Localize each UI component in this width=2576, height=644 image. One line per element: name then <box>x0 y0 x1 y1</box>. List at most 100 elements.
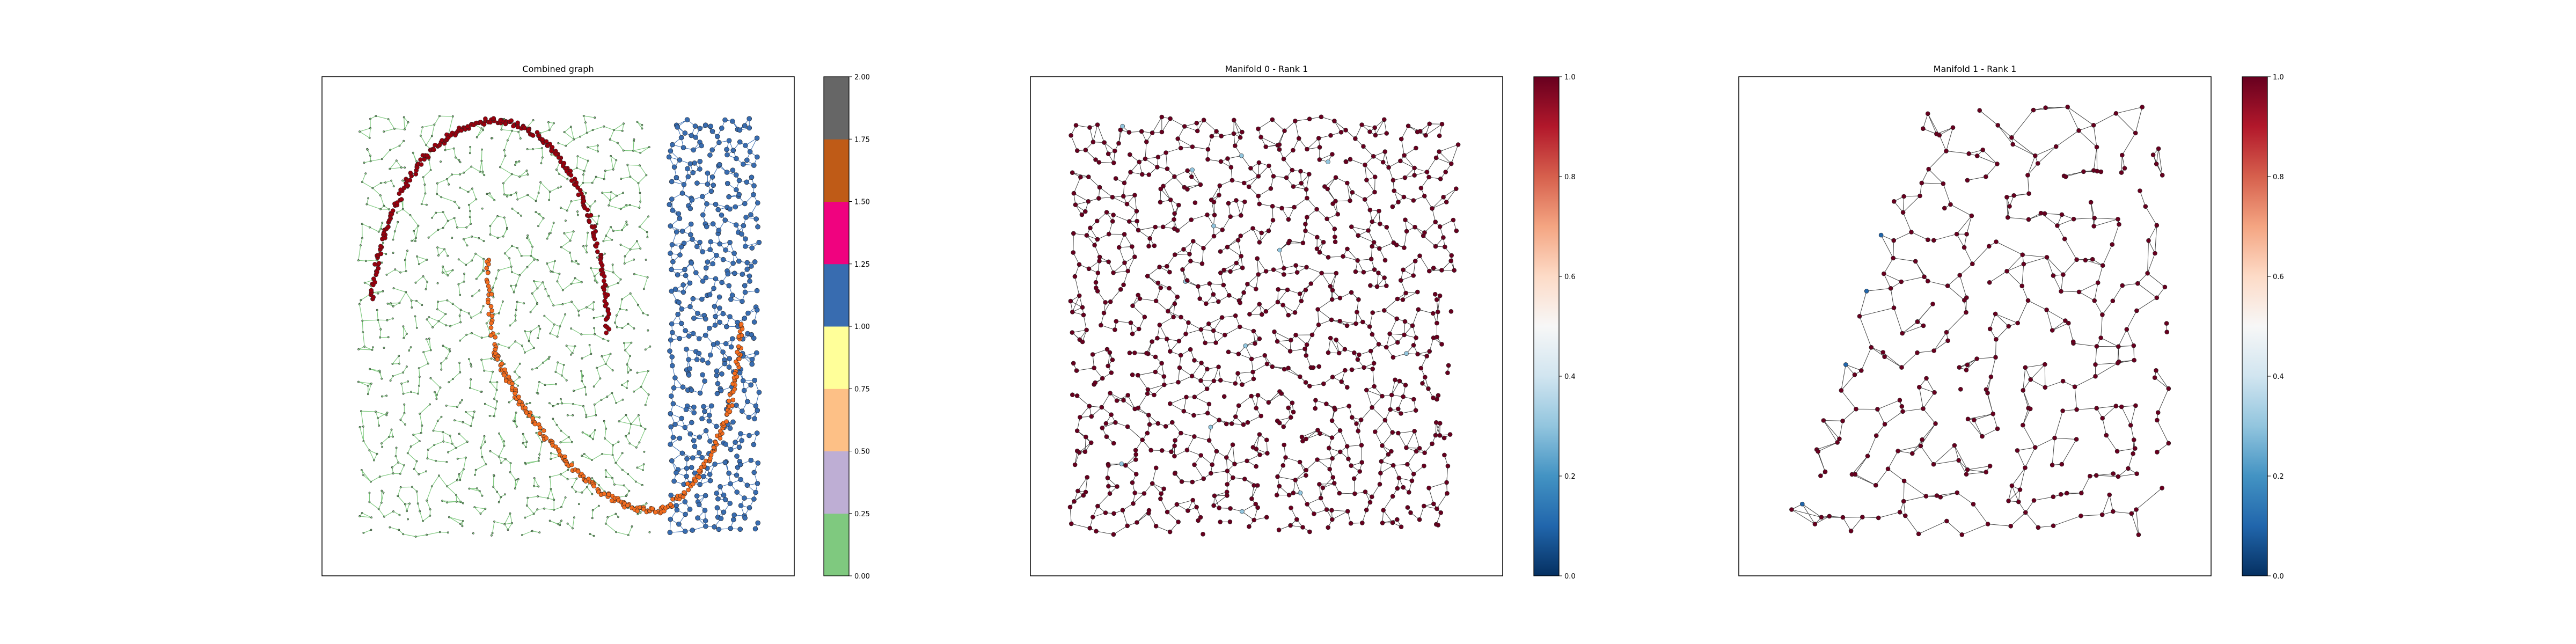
blue-node <box>712 462 718 467</box>
m0-node <box>1092 243 1097 248</box>
m0-node <box>1137 159 1142 165</box>
red-arc-node <box>602 279 606 283</box>
green-node <box>636 240 638 243</box>
m0-node <box>1086 266 1092 272</box>
red-arc-node <box>390 208 396 213</box>
green-node <box>587 159 589 162</box>
green-node <box>629 175 632 178</box>
blue-node <box>733 204 738 210</box>
m0-node <box>1284 175 1289 180</box>
m0-node <box>1437 133 1442 138</box>
blue-node <box>675 125 680 130</box>
blue-node <box>726 194 731 200</box>
axes-frame-combined <box>321 76 795 576</box>
m0-node <box>1072 499 1077 504</box>
green-node <box>458 362 461 364</box>
green-node <box>536 259 539 261</box>
m0-node <box>1125 393 1130 398</box>
m1-edge-path <box>1791 106 2169 535</box>
m1-node <box>1925 111 1930 116</box>
m0-node <box>1285 287 1290 292</box>
green-node <box>647 370 649 372</box>
green-node <box>506 139 509 142</box>
blue-node <box>714 391 720 397</box>
m1-node <box>2088 200 2094 205</box>
colorbar-segment <box>824 513 849 576</box>
green-node <box>358 303 361 305</box>
m0-node <box>1258 135 1263 140</box>
m0-node <box>1146 172 1152 177</box>
m0-node <box>1343 128 1348 133</box>
m0-node <box>1153 298 1159 304</box>
green-node <box>557 186 560 189</box>
green-node <box>378 475 381 478</box>
green-node <box>415 490 418 493</box>
m0-node <box>1125 523 1130 529</box>
green-node <box>633 273 635 275</box>
m1-node <box>1835 440 1840 445</box>
m0-node <box>1277 147 1282 152</box>
green-node <box>573 138 575 141</box>
blue-node <box>681 240 687 246</box>
green-node <box>607 340 610 342</box>
green-node <box>621 327 624 330</box>
green-edges <box>358 115 650 537</box>
m1-node <box>1995 426 2000 431</box>
m0-node <box>1276 287 1280 292</box>
green-node <box>627 371 630 374</box>
m0-node <box>1297 291 1302 296</box>
green-node <box>475 198 478 201</box>
green-node <box>465 264 467 266</box>
blue-node <box>749 174 755 180</box>
m1-node <box>2081 169 2086 174</box>
green-node <box>375 115 377 118</box>
green-node <box>426 203 428 206</box>
m0-node <box>1443 244 1447 250</box>
green-node <box>418 384 420 387</box>
m1-node <box>1945 283 1950 288</box>
m0-node <box>1116 141 1121 146</box>
green-node <box>455 494 458 496</box>
m1-node <box>2160 486 2164 491</box>
green-node <box>563 131 566 134</box>
m0-node <box>1198 453 1203 458</box>
green-node <box>389 526 391 529</box>
green-node <box>636 513 639 516</box>
green-node <box>402 371 405 374</box>
blue-node <box>720 257 726 262</box>
m1-node <box>1941 181 1946 186</box>
green-node <box>524 351 526 354</box>
m0-node <box>1182 124 1187 129</box>
blue-node <box>679 306 685 312</box>
m0-node <box>1432 291 1438 297</box>
red-arc-node <box>431 147 436 152</box>
green-node <box>639 511 642 514</box>
m1-node <box>2074 407 2079 412</box>
m0-node <box>1435 309 1440 314</box>
green-node <box>437 229 440 231</box>
green-node <box>612 168 614 171</box>
red-arc-node <box>568 173 574 178</box>
green-node <box>550 488 552 490</box>
green-node <box>470 363 472 365</box>
red-arc-node <box>592 236 597 241</box>
m1-node <box>1915 319 1920 324</box>
m0-node <box>1080 339 1085 345</box>
green-node <box>369 118 371 120</box>
green-node <box>402 533 405 536</box>
m0-node <box>1249 393 1254 399</box>
m1-node <box>2063 174 2068 179</box>
green-node <box>644 428 647 430</box>
m0-node <box>1367 324 1372 329</box>
m1-node <box>1944 149 1949 153</box>
green-node <box>492 370 494 373</box>
blue-node <box>742 515 748 521</box>
green-node <box>407 380 409 383</box>
m1-node <box>1931 348 1936 353</box>
m0-node <box>1400 297 1406 302</box>
green-node <box>358 130 361 133</box>
green-node <box>605 427 608 430</box>
green-node <box>525 446 527 449</box>
green-node <box>524 463 527 465</box>
m0-node <box>1324 216 1329 222</box>
